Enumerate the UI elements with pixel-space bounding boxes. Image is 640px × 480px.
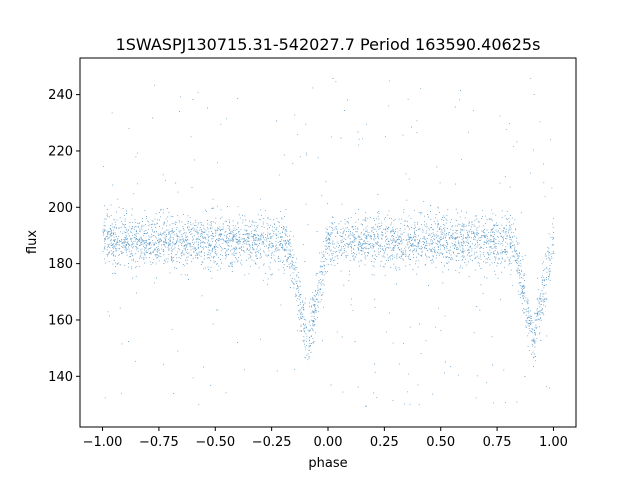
x-tick-label: 0.50 (426, 435, 455, 450)
x-axis: −1.00 −0.75 −0.50 −0.25 0.00 0.25 0.50 0.75 1.00 (83, 427, 568, 450)
y-axis-label: flux (25, 230, 40, 254)
x-tick-label: −0.25 (252, 435, 292, 450)
y-tick-label: 160 (48, 313, 73, 328)
plot-frame (79, 57, 577, 428)
y-tick-label: 240 (48, 88, 73, 103)
data-points (102, 78, 555, 407)
x-tick-label: −1.00 (83, 435, 123, 450)
x-tick-label: 1.00 (539, 435, 568, 450)
y-tick-label: 220 (48, 144, 73, 159)
x-tick-label: 0.25 (370, 435, 399, 450)
x-tick-label: −0.50 (195, 435, 235, 450)
y-tick-label: 200 (48, 201, 73, 216)
x-tick-label: −0.75 (139, 435, 179, 450)
chart-title: 1SWASPJ130715.31-542027.7 Period 163590.… (116, 35, 541, 54)
y-tick-label: 140 (48, 370, 73, 385)
x-tick-label: 0.00 (314, 435, 343, 450)
y-axis: 140 160 180 200 220 240 (48, 88, 80, 385)
x-tick-label: 0.75 (483, 435, 512, 450)
y-tick-label: 180 (48, 257, 73, 272)
scatter-points (102, 78, 555, 407)
x-axis-label: phase (308, 456, 347, 471)
